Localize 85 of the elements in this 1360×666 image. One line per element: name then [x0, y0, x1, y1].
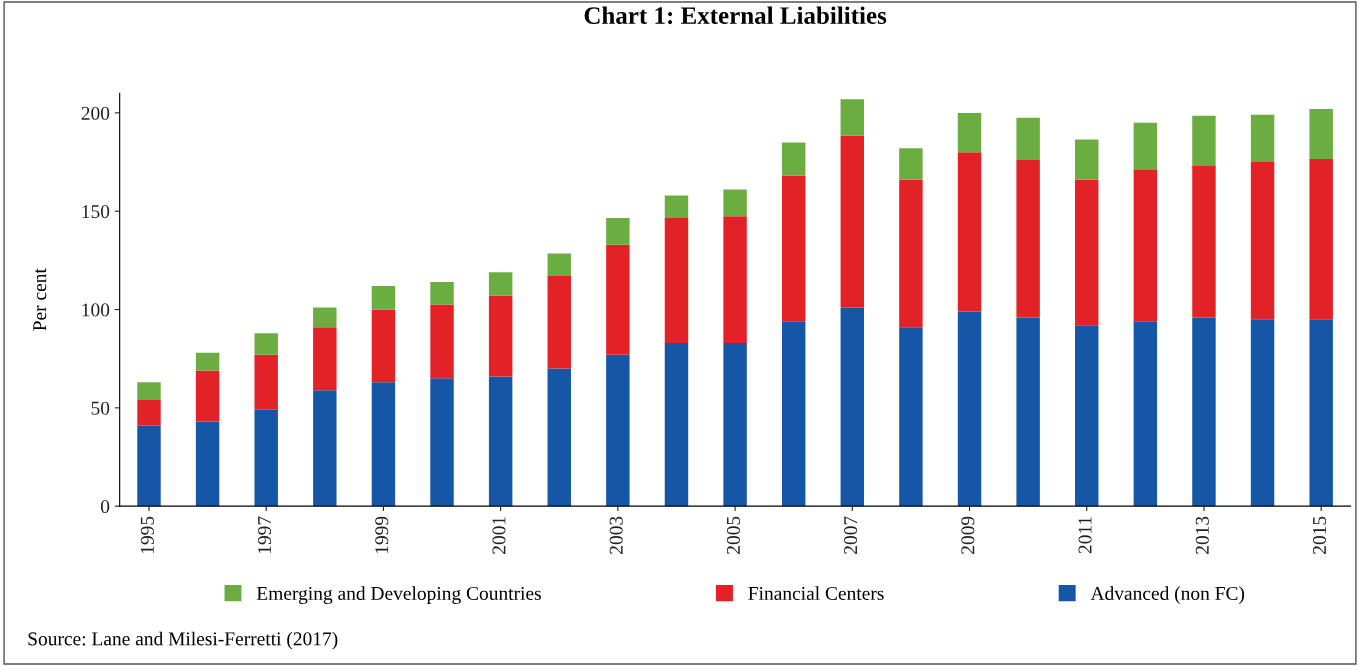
y-tick-label: 200	[81, 106, 110, 120]
bar	[430, 378, 454, 507]
bar	[664, 342, 689, 507]
bar	[1192, 165, 1216, 318]
bar	[137, 399, 161, 426]
bar	[840, 99, 865, 136]
bar	[899, 327, 923, 507]
bar	[1016, 317, 1040, 507]
bar	[1075, 325, 1099, 507]
bar	[781, 142, 806, 176]
bar	[488, 376, 513, 507]
y-tick-label: 0	[100, 499, 110, 514]
bar	[1192, 115, 1216, 166]
bar	[547, 276, 571, 369]
bar	[371, 285, 396, 310]
x-tick-label: 1995	[140, 516, 154, 554]
bar	[547, 253, 571, 277]
bar	[254, 409, 278, 507]
x-tick-label: 2015	[1312, 516, 1327, 554]
bar	[1075, 179, 1099, 326]
bar	[1250, 114, 1275, 163]
bar	[606, 218, 630, 245]
bar	[1016, 160, 1040, 318]
bar	[781, 175, 806, 322]
bar	[1250, 319, 1275, 507]
bar	[137, 425, 161, 507]
x-tick-label: 2013	[1195, 516, 1209, 554]
bar	[664, 218, 689, 343]
x-tick-label: 1999	[375, 516, 389, 554]
bar	[488, 272, 513, 296]
bar	[899, 179, 923, 328]
bar	[606, 354, 630, 507]
legend-label: Emerging and Developing Countries	[256, 586, 541, 604]
bar	[957, 311, 982, 507]
legend-label: Financial Centers	[748, 586, 884, 600]
y-tick-label: 100	[82, 303, 110, 317]
bar	[1309, 159, 1333, 320]
x-tick-label: 2001	[492, 517, 506, 554]
bar	[606, 244, 630, 355]
x-tick-label: 2005	[726, 516, 740, 554]
bar	[1309, 108, 1333, 160]
x-tick-label: 2009	[961, 516, 975, 554]
bar	[1309, 319, 1333, 507]
bar	[313, 390, 337, 507]
bar	[723, 216, 747, 343]
bar	[899, 148, 923, 180]
bar	[430, 304, 454, 379]
y-axis-title: Per cent	[33, 268, 47, 331]
bar	[1133, 122, 1158, 170]
bar	[1250, 162, 1275, 320]
y-tick-label: 50	[91, 401, 110, 415]
source-note: Source: Lane and Milesi-Ferretti (2017)	[28, 631, 338, 650]
bar	[957, 112, 982, 153]
bar	[957, 152, 982, 312]
bar	[547, 368, 571, 507]
x-tick-label: 1997	[258, 516, 272, 554]
bar	[195, 352, 220, 371]
bar	[1075, 139, 1099, 180]
bar	[664, 195, 689, 219]
bar	[137, 382, 161, 400]
bar	[723, 342, 747, 507]
bar	[430, 282, 454, 305]
bar	[1016, 117, 1040, 161]
bar	[195, 421, 220, 507]
bar	[371, 309, 396, 383]
legend-label: Advanced (non FC)	[1090, 586, 1245, 604]
bar	[840, 307, 865, 507]
bar	[1192, 317, 1216, 507]
bar	[840, 135, 865, 308]
x-tick-label: 2007	[844, 516, 858, 554]
bar	[313, 307, 337, 328]
bar	[781, 321, 806, 507]
bar	[723, 189, 747, 217]
bar	[254, 354, 278, 410]
bar	[313, 327, 337, 391]
bar	[195, 370, 220, 422]
bar	[1133, 169, 1158, 322]
x-tick-label: 2011	[1078, 517, 1092, 554]
chart-title: Chart 1: External Liabilities	[584, 6, 887, 25]
y-tick-label: 150	[82, 205, 110, 219]
x-tick-label: 2003	[609, 516, 623, 554]
bar	[488, 295, 513, 377]
bar	[254, 333, 278, 355]
bar	[1133, 321, 1158, 507]
bar	[371, 382, 396, 507]
